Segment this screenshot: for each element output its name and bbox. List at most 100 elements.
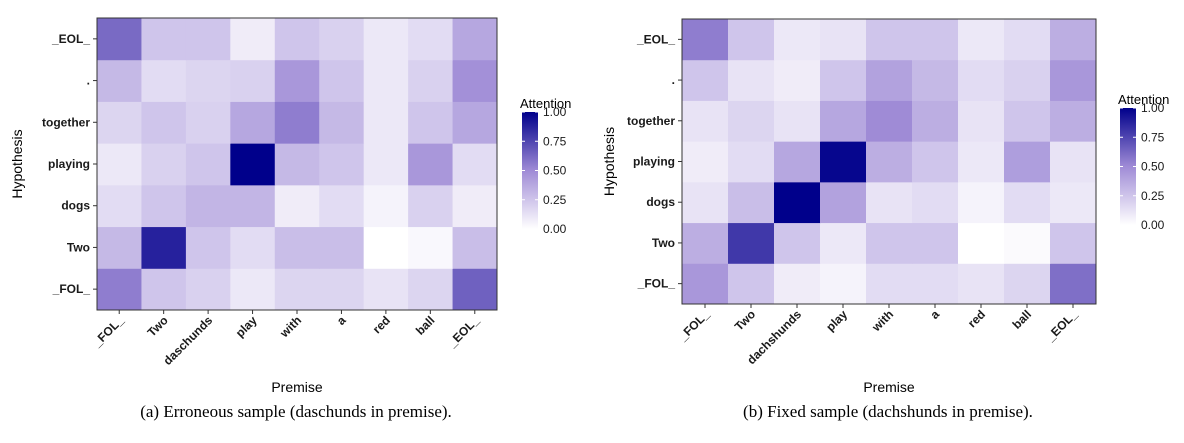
legend-tick-label: 0.25 bbox=[543, 193, 567, 207]
legend-tick-label: 1.00 bbox=[1141, 101, 1165, 115]
heatmap-cell bbox=[728, 59, 775, 101]
x-tick-label: _EOL_ bbox=[444, 313, 482, 351]
heatmap-cell bbox=[97, 59, 142, 102]
heatmap-figure-a: _FOL_ Two dogs playing together. _EOL_ _FOL_ Tw… bbox=[9, 17, 571, 421]
heatmap-cell bbox=[958, 100, 1005, 142]
heatmap-cell bbox=[1004, 141, 1051, 183]
heatmap-cell bbox=[274, 143, 320, 186]
x-tick-label: ball bbox=[413, 313, 438, 338]
y-axis-title: Hypothesis bbox=[9, 129, 25, 198]
heatmap-cell bbox=[1004, 59, 1051, 101]
heatmap-cell bbox=[1004, 100, 1051, 142]
legend-tick-label: 1.00 bbox=[543, 105, 567, 119]
heatmap-cell bbox=[1004, 181, 1051, 224]
heatmap-cell bbox=[728, 222, 775, 264]
heatmap-cell bbox=[319, 143, 365, 186]
heatmap-cell bbox=[97, 184, 142, 228]
heatmap-cell bbox=[97, 101, 142, 144]
heatmap-cell bbox=[912, 141, 959, 183]
heatmap-cell bbox=[1050, 19, 1097, 61]
heatmap-cell bbox=[319, 268, 365, 311]
heatmap-cell bbox=[866, 100, 913, 142]
heatmap-cell bbox=[728, 263, 775, 305]
heatmap-cell bbox=[97, 18, 142, 61]
heatmap-cell bbox=[408, 184, 454, 228]
x-tick-label: Two bbox=[732, 307, 758, 333]
y-tick-label: dogs bbox=[646, 195, 675, 209]
x-axis-title: Premise bbox=[863, 379, 915, 395]
legend-tick-label: 0.00 bbox=[1141, 218, 1165, 232]
heatmap-cell bbox=[141, 18, 187, 61]
y-tick-label: . bbox=[672, 73, 675, 87]
heatmap-cell bbox=[319, 184, 365, 228]
heatmap-cell bbox=[820, 181, 867, 224]
heatmap-cell bbox=[728, 100, 775, 142]
heatmap-cell bbox=[452, 143, 498, 186]
heatmap-cell bbox=[1050, 100, 1097, 142]
heatmap-cell bbox=[97, 268, 142, 311]
legend-tick-label: 0.25 bbox=[1141, 189, 1165, 203]
heatmap-cell bbox=[682, 141, 729, 183]
y-tick-label: _EOL_ bbox=[51, 32, 90, 46]
heatmap-cell bbox=[408, 268, 454, 311]
heatmap-cell bbox=[141, 184, 187, 228]
heatmap-cell bbox=[319, 18, 365, 61]
y-tick-label: together bbox=[627, 114, 675, 128]
heatmap-cell bbox=[682, 59, 729, 101]
heatmap-cell bbox=[230, 59, 276, 102]
legend-tick-label: 0.75 bbox=[1141, 130, 1165, 144]
heatmap-cell bbox=[958, 141, 1005, 183]
heatmap-cell bbox=[363, 143, 409, 186]
caption-b: (b) Fixed sample (dachshunds in premise)… bbox=[743, 402, 1033, 421]
heatmap-cell bbox=[774, 141, 821, 183]
heatmap-cell bbox=[408, 226, 454, 269]
x-tick-label: play bbox=[823, 307, 850, 334]
heatmap-cell bbox=[141, 101, 187, 144]
x-tick-label: a bbox=[927, 307, 942, 322]
heatmap-cell bbox=[820, 59, 867, 101]
heatmap-cell bbox=[774, 19, 821, 61]
heatmap-cell bbox=[230, 143, 276, 186]
y-tick-label: _EOL_ bbox=[636, 32, 675, 46]
heatmap-cell bbox=[319, 101, 365, 144]
heatmap-cell bbox=[452, 18, 498, 61]
x-tick-label: _FOL_ bbox=[675, 307, 712, 344]
heatmap-cell bbox=[1050, 141, 1097, 183]
heatmap-cell bbox=[1004, 263, 1051, 305]
heatmap-cell bbox=[452, 101, 498, 144]
heatmap-cell bbox=[185, 18, 231, 61]
heatmap-cell bbox=[452, 184, 498, 228]
heatmap-cell bbox=[452, 268, 498, 311]
heatmap-cell bbox=[363, 184, 409, 228]
heatmap-cell bbox=[912, 100, 959, 142]
heatmap-cell bbox=[958, 263, 1005, 305]
y-tick-label: _FOL_ bbox=[637, 277, 676, 291]
heatmap-cell bbox=[363, 59, 409, 102]
y-tick-label: Two bbox=[652, 236, 675, 250]
heatmap-cell bbox=[408, 101, 454, 144]
x-tick-label: ball bbox=[1010, 307, 1035, 332]
heatmap-cell bbox=[230, 101, 276, 144]
heatmap-cell bbox=[728, 141, 775, 183]
heatmap-cell bbox=[230, 226, 276, 269]
heatmap-cell bbox=[728, 181, 775, 224]
heatmap-cell bbox=[866, 141, 913, 183]
heatmap-cell bbox=[728, 19, 775, 61]
heatmap-cell bbox=[363, 268, 409, 311]
heatmap-cell bbox=[958, 19, 1005, 61]
heatmap-cell bbox=[820, 222, 867, 264]
heatmap-cell bbox=[185, 101, 231, 144]
heatmap-cell bbox=[230, 18, 276, 61]
heatmap-cell bbox=[958, 181, 1005, 224]
heatmap-cell bbox=[185, 143, 231, 186]
heatmap-cell bbox=[319, 226, 365, 269]
heatmap-cell bbox=[682, 100, 729, 142]
heatmap-cell bbox=[820, 263, 867, 305]
heatmap-cell bbox=[185, 59, 231, 102]
heatmap-cell bbox=[866, 59, 913, 101]
heatmap-cell bbox=[141, 143, 187, 186]
legend-tick-label: 0.50 bbox=[543, 164, 567, 178]
heatmap-cell bbox=[866, 263, 913, 305]
x-tick-label: play bbox=[233, 313, 260, 340]
x-tick-label: with bbox=[869, 307, 897, 335]
